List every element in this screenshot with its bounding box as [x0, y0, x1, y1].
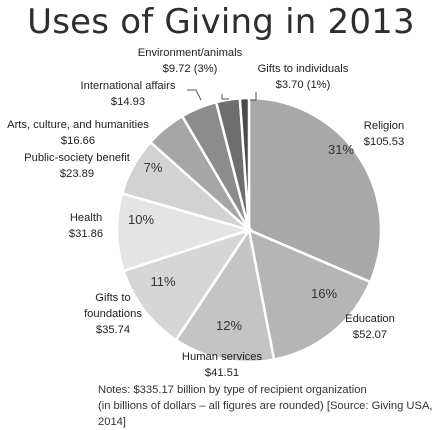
- slice-category-label: Education: [345, 313, 395, 325]
- slice-category-label: Gifts to: [95, 292, 130, 304]
- slice-value-label: $105.53: [364, 136, 404, 148]
- slice-category-label: Health: [70, 212, 102, 224]
- slice-percent-label: 7%: [144, 160, 163, 175]
- slice-percent-label: 16%: [311, 286, 337, 301]
- slice-value-label: $23.89: [60, 168, 94, 180]
- pie-slice-1: [247, 96, 383, 284]
- pie-slice-3: [174, 226, 276, 364]
- slice-value-label: $16.66: [61, 135, 95, 147]
- leader-line: [250, 92, 257, 101]
- slice-value-label: $31.86: [69, 228, 103, 240]
- leader-line: [187, 89, 202, 101]
- pie-slice-4: [121, 227, 253, 342]
- slice-value-label: $14.93: [111, 96, 145, 108]
- notes-line-2: (in billions of dollars – all figures ar…: [98, 400, 433, 428]
- pie-slice-5: [115, 191, 254, 273]
- slice-category-label: Human services: [182, 351, 263, 363]
- slice-percent-label: 10%: [128, 212, 154, 227]
- chart-title: Uses of Giving in 2013: [27, 2, 415, 42]
- slice-category-label: foundations: [84, 308, 142, 320]
- pie-slice-10: [238, 96, 251, 231]
- slice-category-label: Religion: [364, 120, 404, 132]
- chart-notes: Notes: $335.17 billion by type of recipi…: [98, 382, 442, 430]
- slice-percent-label: 31%: [328, 142, 354, 157]
- slice-category-label: International affairs: [81, 80, 176, 92]
- pie-slice-2: [247, 227, 372, 362]
- slice-value-label: $41.51: [205, 367, 239, 379]
- slice-category-label: Gifts to individuals: [258, 63, 349, 75]
- slice-value-label: $52.07: [353, 329, 387, 341]
- slice-percent-label: 11%: [150, 274, 175, 289]
- slice-value-label: $3.70 (1%): [276, 79, 331, 91]
- slice-value-label: $9.72 (3%): [163, 63, 218, 75]
- slice-category-label: Public-society benefit: [24, 152, 131, 164]
- slice-value-label: $35.74: [96, 324, 130, 336]
- notes-line-1: Notes: $335.17 billion by type of recipi…: [98, 384, 367, 396]
- slice-percent-label: 12%: [216, 318, 242, 333]
- leader-line: [221, 94, 229, 100]
- slice-category-label: Arts, culture, and humanities: [7, 119, 149, 131]
- slice-category-label: Environment/animals: [138, 47, 243, 59]
